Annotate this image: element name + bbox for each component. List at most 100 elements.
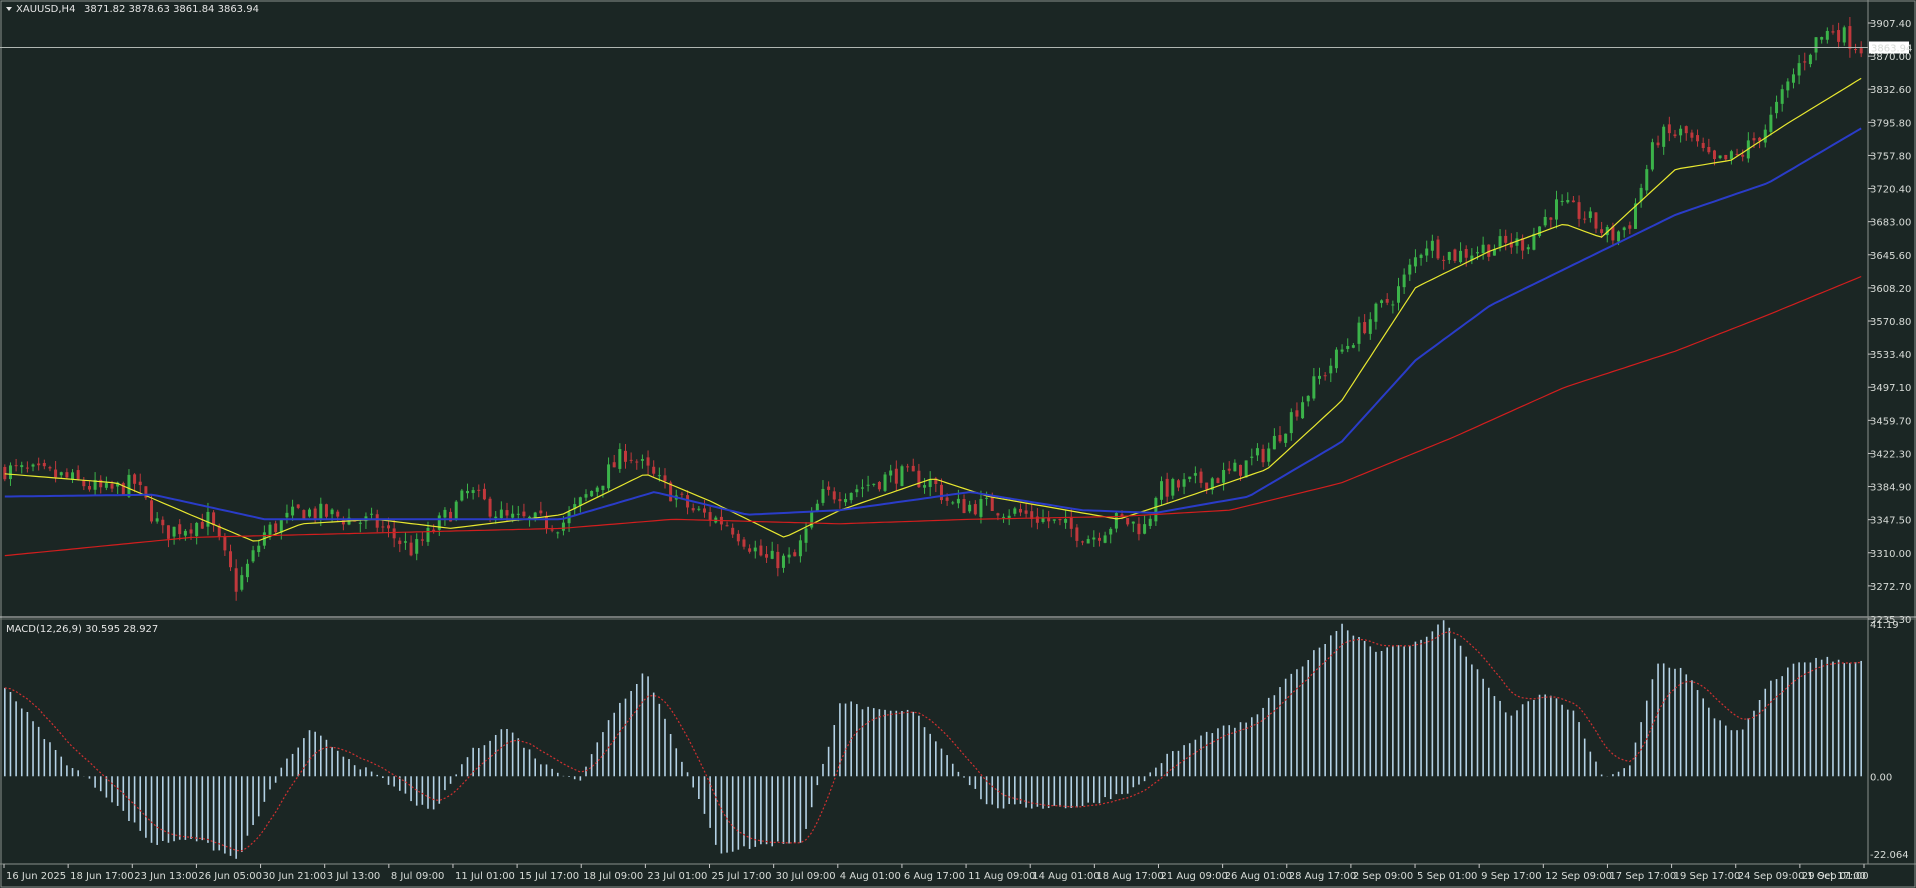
candle-body [217, 525, 221, 537]
candle-body [781, 555, 785, 568]
macd-histogram[interactable] [4, 620, 1862, 859]
candle-body [336, 511, 340, 517]
candle-body [31, 464, 35, 467]
candle-body [725, 525, 729, 527]
candle-body [99, 479, 103, 488]
candle-body [409, 542, 413, 556]
candle-body [42, 463, 46, 467]
candle-body [1176, 480, 1180, 488]
price-axis-label: 3497.10 [1870, 383, 1911, 394]
time-axis-label: 11 Aug 09:00 [968, 871, 1035, 882]
candle-body [691, 508, 695, 511]
candle-body [1718, 155, 1722, 159]
candle-body [877, 481, 881, 490]
candle-body [550, 529, 554, 531]
candle-body [708, 512, 712, 521]
price-axis-label: 3347.50 [1870, 516, 1911, 527]
candle-body [144, 486, 148, 498]
candle-body [1808, 54, 1812, 65]
candle-body [635, 461, 639, 463]
candle-body [358, 522, 362, 524]
candle-body [1741, 154, 1745, 157]
candle-body [1171, 479, 1175, 496]
moving-average-fast [4, 77, 1862, 542]
candle-body [488, 498, 492, 517]
candle-body [1600, 229, 1604, 234]
candle-body [731, 527, 735, 535]
candle-body [1250, 456, 1254, 458]
candle-body [1329, 365, 1333, 374]
price-axis-label: 3832.60 [1870, 85, 1911, 96]
price-axis-label: 3235.30 [1870, 615, 1911, 626]
candle-body [1837, 30, 1841, 42]
candle-body [528, 516, 532, 519]
candle-body [1780, 89, 1784, 104]
candle-body [1622, 227, 1626, 231]
candle-body [285, 512, 289, 518]
candle-body [1114, 513, 1118, 529]
candle-body [765, 554, 769, 558]
candle-body [1583, 218, 1587, 220]
candle-body [466, 490, 469, 494]
candle-body [499, 509, 503, 519]
candle-body [82, 480, 86, 487]
candle-body [680, 493, 684, 495]
candle-body [1239, 464, 1243, 476]
candles[interactable] [3, 16, 1863, 601]
candle-body [990, 496, 994, 512]
candle-body [697, 508, 701, 510]
candle-body [578, 497, 582, 506]
time-axis-label: 29 Sep 01:00 [1802, 871, 1869, 882]
candle-body [945, 497, 949, 501]
candle-body [742, 539, 746, 547]
candle-body [872, 483, 876, 485]
candle-body [1453, 249, 1457, 261]
candle-body [1137, 523, 1141, 535]
candle-body [1775, 101, 1779, 114]
candle-body [313, 508, 317, 519]
candle-body [1278, 435, 1282, 442]
time-axis-label: 26 Aug 01:00 [1225, 871, 1292, 882]
time-axis-label: 9 Sep 17:00 [1481, 871, 1541, 882]
candle-body [1611, 226, 1615, 241]
candle-body [229, 551, 233, 568]
candle-body [1645, 169, 1649, 191]
symbol-dropdown-icon[interactable] [6, 7, 12, 11]
candle-body [54, 469, 58, 478]
candle-body [612, 462, 616, 468]
candle-body [138, 481, 142, 486]
candle-body [590, 490, 594, 497]
candle-body [657, 475, 661, 477]
candle-body [1470, 255, 1474, 261]
candle-body [161, 519, 165, 526]
candle-body [1571, 200, 1575, 203]
macd-header: MACD(12,26,9) 30.595 28.927 [6, 624, 158, 635]
candle-body [1825, 30, 1829, 40]
candle-body [956, 498, 960, 504]
candle-body [71, 472, 75, 480]
candle-body [1244, 460, 1248, 478]
candle-body [1854, 49, 1858, 51]
time-axis-label: 4 Aug 01:00 [840, 871, 901, 882]
time-axis-label: 3 Jul 13:00 [327, 871, 381, 882]
price-axis-label: 3459.70 [1870, 416, 1911, 427]
candle-body [189, 529, 193, 534]
candle-body [1594, 212, 1598, 229]
candle-body [900, 466, 904, 486]
candle-body [200, 521, 204, 529]
candle-body [951, 502, 955, 504]
price-marker: 3863.94 [1871, 44, 1912, 55]
candle-body [544, 515, 548, 529]
candle-body [1662, 126, 1666, 147]
candle-body [663, 475, 667, 481]
candle-body [1842, 27, 1846, 43]
candle-body [477, 489, 481, 491]
time-axis-label: 30 Jun 21:00 [263, 871, 327, 882]
candle-body [996, 513, 1000, 516]
candle-body [917, 470, 921, 488]
candle-body [1165, 478, 1169, 497]
candle-body [375, 514, 379, 528]
candle-body [894, 468, 898, 484]
